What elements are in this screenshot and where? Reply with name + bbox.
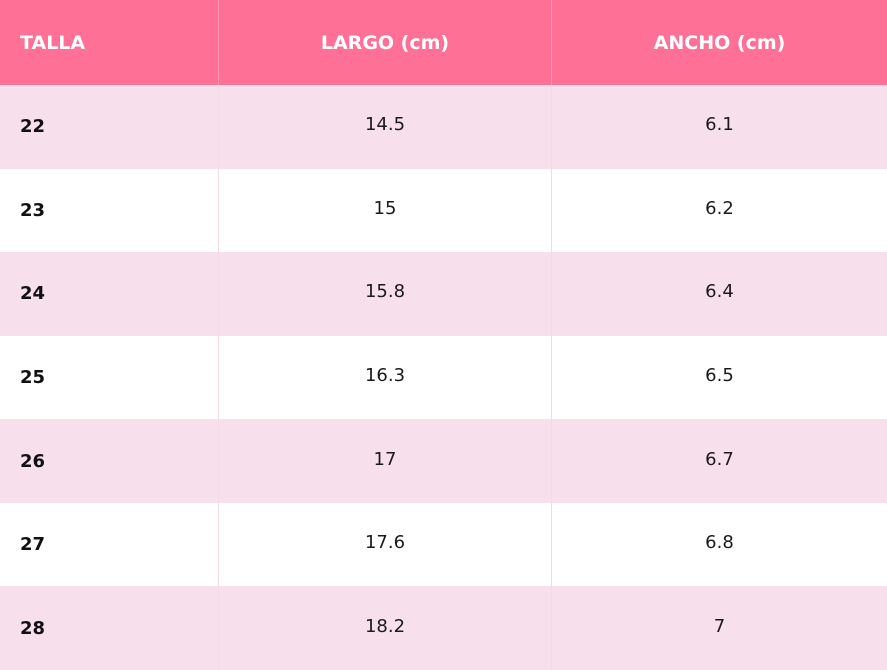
row-largo: 17.6 — [218, 502, 552, 587]
row-largo: 14.5 — [218, 85, 552, 169]
row-talla: 23 — [0, 168, 218, 253]
row-largo: 18.2 — [218, 586, 552, 670]
row-ancho: 7 — [552, 586, 887, 670]
header-largo: LARGO (cm) — [218, 0, 552, 85]
row-talla: 28 — [0, 586, 218, 670]
row-ancho: 6.8 — [552, 502, 887, 587]
row-talla: 25 — [0, 335, 218, 420]
row-largo: 15 — [218, 168, 552, 253]
row-ancho: 6.5 — [552, 335, 887, 420]
row-talla: 27 — [0, 502, 218, 587]
header-talla: TALLA — [0, 0, 218, 85]
row-talla: 26 — [0, 419, 218, 503]
row-largo: 16.3 — [218, 335, 552, 420]
row-largo: 15.8 — [218, 252, 552, 336]
row-largo: 17 — [218, 419, 552, 503]
row-ancho: 6.1 — [552, 85, 887, 169]
header-ancho: ANCHO (cm) — [552, 0, 887, 85]
row-talla: 22 — [0, 85, 218, 169]
row-ancho: 6.2 — [552, 168, 887, 253]
row-ancho: 6.7 — [552, 419, 887, 503]
row-ancho: 6.4 — [552, 252, 887, 336]
row-talla: 24 — [0, 252, 218, 336]
